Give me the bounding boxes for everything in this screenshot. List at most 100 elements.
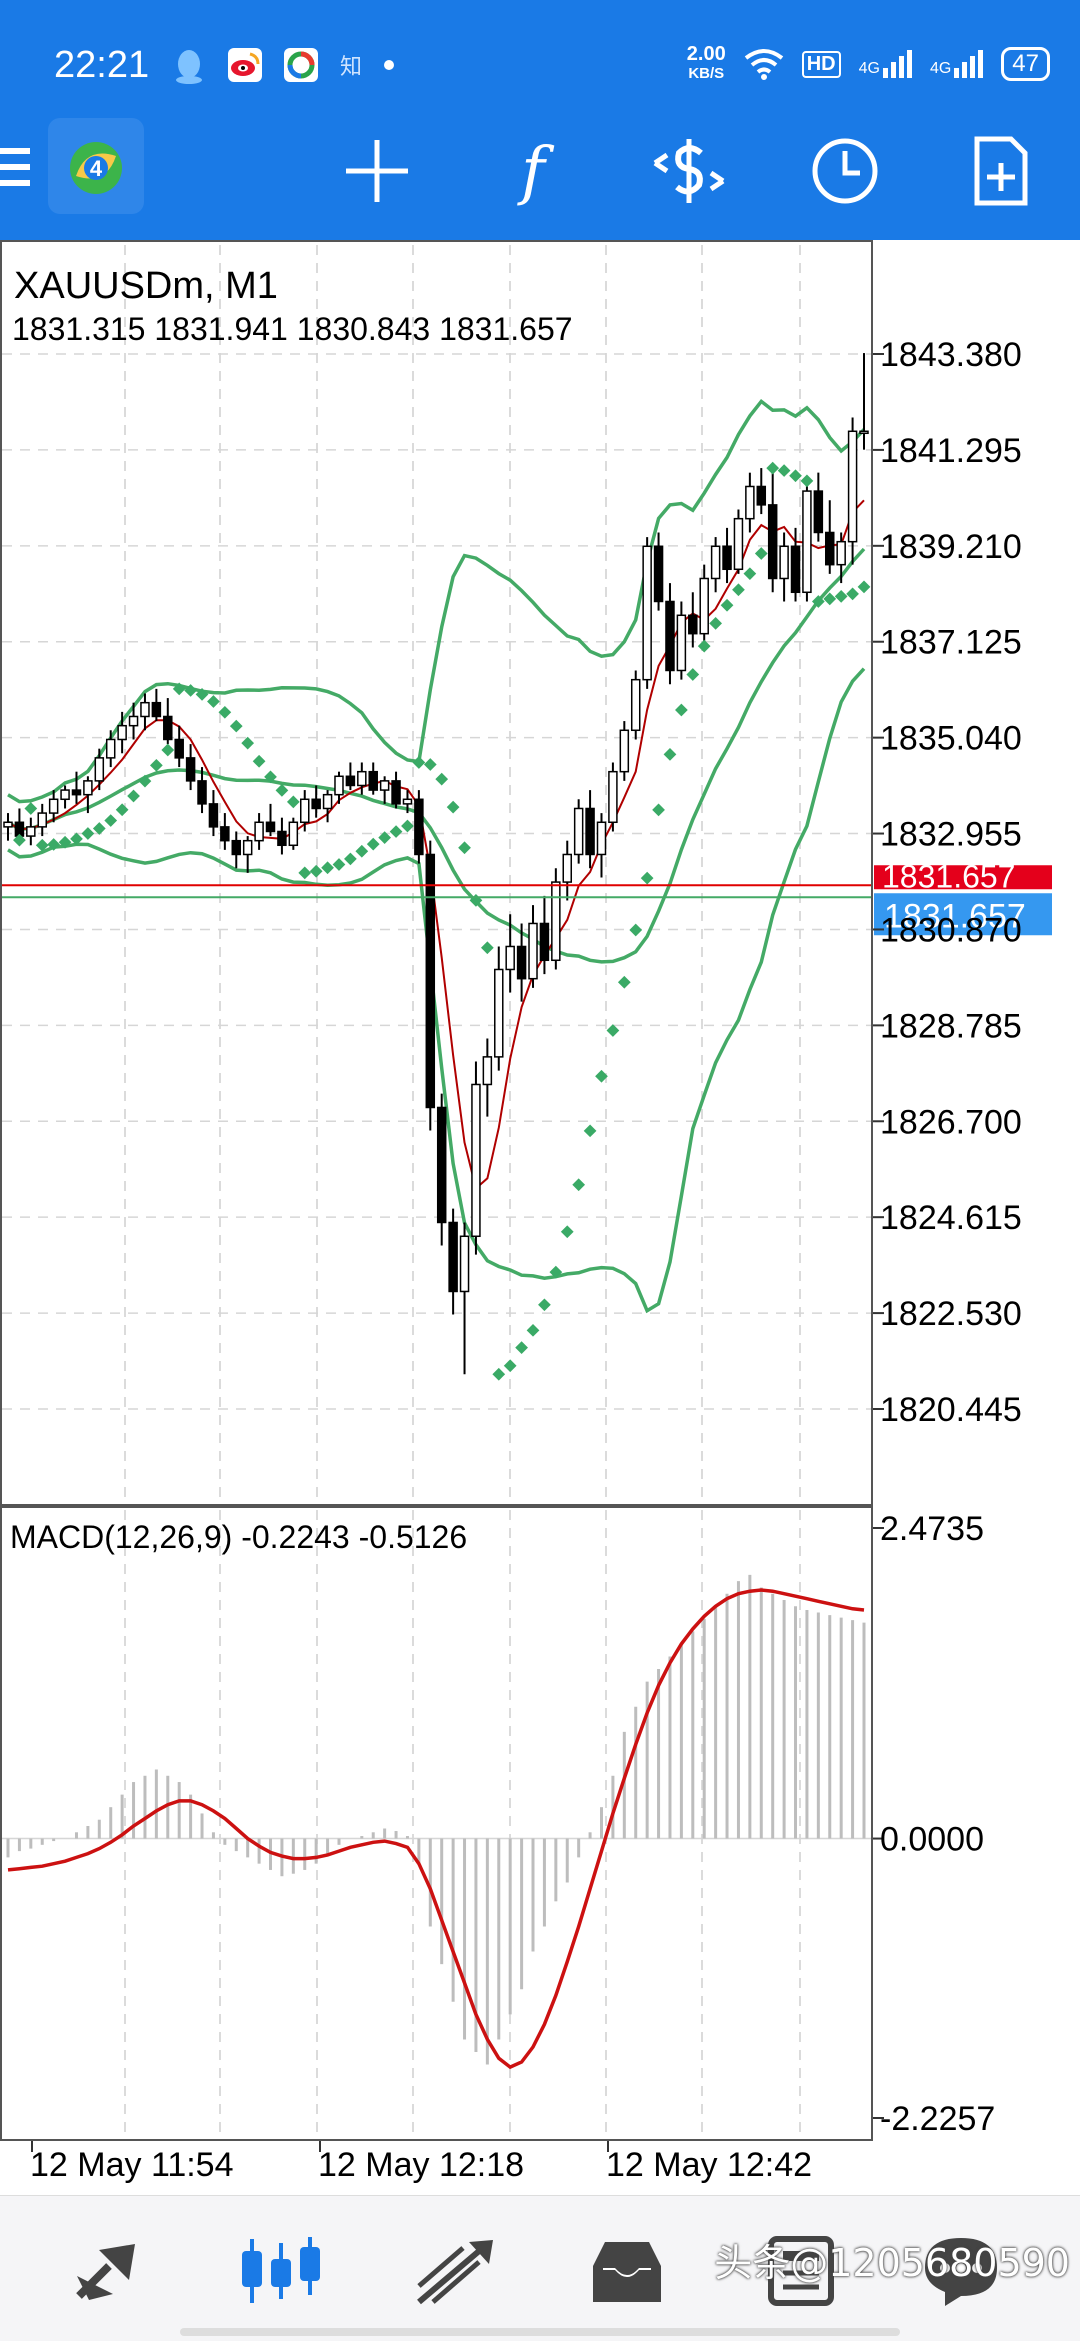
price-label: 1832.955	[880, 816, 1022, 854]
bull-candle	[482, 1056, 493, 1086]
bollinger-upper	[7, 398, 866, 804]
sar-dot	[526, 1323, 540, 1337]
bull-candle	[630, 678, 641, 732]
bull-candle	[94, 757, 105, 782]
symbol-label: XAUUSDm, M1	[14, 265, 278, 307]
sar-dot	[515, 1341, 528, 1355]
trade-nav-icon[interactable]	[410, 2226, 500, 2316]
bear-candle	[813, 490, 824, 534]
sar-dot	[503, 1359, 517, 1373]
macd-level-label: 0.0000	[880, 1821, 984, 1859]
time-label: 12 May 12:18	[318, 2146, 524, 2184]
sar-dot	[366, 837, 380, 851]
app-icon	[284, 48, 318, 82]
sar-dot	[583, 1124, 597, 1138]
bull-candle	[562, 853, 573, 883]
bear-candle	[436, 1106, 447, 1224]
menu-icon[interactable]	[0, 148, 30, 194]
bear-candle	[539, 922, 550, 962]
price-label: 1837.125	[880, 624, 1022, 662]
bull-candle	[733, 517, 744, 571]
bid-price-label-bg	[874, 865, 1052, 890]
news-icon[interactable]	[756, 2226, 846, 2316]
sar-dot	[675, 703, 688, 717]
sar-dot	[732, 583, 745, 597]
bear-candle	[220, 826, 230, 842]
price-label: 1820.445	[880, 1391, 1022, 1429]
bear-candle	[516, 945, 527, 980]
macd-signal-line	[7, 1588, 865, 2070]
bear-candle	[197, 780, 207, 805]
top-bar: 22:21 知 2.00 KB/S HD 4G 4G 47 4 f	[0, 0, 1080, 240]
chart-window[interactable]: 1831.657 1831.657 1843.380 1841.295 1839.21…	[0, 240, 1080, 2195]
sar-dot	[344, 852, 357, 866]
bear-candle	[163, 715, 173, 741]
bull-candle	[836, 540, 846, 566]
timeframe-icon[interactable]	[800, 126, 890, 216]
sar-dot	[275, 783, 289, 797]
sar-dot	[754, 547, 768, 560]
bear-candle	[653, 545, 664, 603]
macd-level-label: 2.4735	[880, 1510, 984, 1548]
bear-candle	[368, 770, 378, 791]
bull-candle	[847, 430, 858, 543]
sar-dot	[321, 861, 334, 875]
messages-icon[interactable]	[916, 2226, 1006, 2316]
chart-icon[interactable]	[236, 2226, 326, 2316]
time-label: 12 May 11:54	[30, 2146, 234, 2184]
price-label: 1841.295	[880, 432, 1022, 470]
notification-icons: 知	[172, 46, 395, 84]
quotes-icon[interactable]	[64, 2226, 154, 2316]
crosshair-icon[interactable]	[332, 126, 422, 216]
sar-dot	[709, 617, 722, 630]
sar-dot	[81, 827, 95, 840]
price-label: 1830.870	[880, 911, 1022, 949]
sar-dot	[252, 754, 266, 768]
bull-candle	[299, 798, 310, 824]
trade-icon[interactable]	[644, 126, 734, 216]
bollinger-middle	[7, 547, 866, 964]
bull-candle	[596, 821, 607, 856]
price-label: 1822.530	[880, 1295, 1022, 1333]
sar-dot	[857, 580, 871, 594]
sar-dot	[663, 748, 677, 761]
bear-candle	[688, 614, 698, 635]
ask-price-label-bg	[874, 893, 1052, 936]
sar-dot	[686, 668, 700, 681]
history-icon[interactable]	[582, 2226, 672, 2316]
bull-candle	[802, 490, 812, 594]
dot-icon	[384, 60, 395, 70]
bull-candle	[573, 807, 584, 856]
sar-dot	[332, 858, 346, 871]
home-indicator[interactable]	[180, 2328, 900, 2336]
bear-candle	[265, 821, 276, 833]
bear-candle	[414, 798, 424, 856]
metatrader-logo[interactable]: 4	[48, 118, 144, 214]
sar-dot	[492, 1367, 506, 1381]
sar-dot	[161, 743, 175, 757]
macd-label: MACD(12,26,9) -0.2243 -0.5126	[10, 1519, 467, 1555]
sar-dot	[480, 941, 494, 955]
indicators-icon[interactable]: f	[521, 134, 545, 208]
bear-candle	[391, 780, 401, 805]
sar-dot	[629, 923, 643, 937]
bear-candle	[311, 798, 321, 810]
price-label: 1843.380	[880, 336, 1022, 374]
status-time: 22:21	[54, 44, 150, 86]
signal-icon-1: 4G	[859, 50, 912, 78]
bull-candle	[26, 826, 36, 837]
sar-dot	[412, 756, 426, 769]
sar-dot	[800, 474, 814, 488]
sar-dot	[777, 464, 791, 477]
bottom-nav	[0, 2195, 1080, 2341]
new-chart-icon[interactable]	[956, 126, 1046, 216]
sar-dot	[298, 866, 312, 880]
bull-candle	[528, 922, 538, 980]
price-label: 1824.615	[880, 1199, 1022, 1237]
sar-dot	[560, 1225, 574, 1239]
bear-candle	[585, 807, 595, 856]
svg-text:4: 4	[90, 156, 103, 181]
sar-dot	[617, 975, 631, 989]
bear-candle	[231, 839, 242, 856]
